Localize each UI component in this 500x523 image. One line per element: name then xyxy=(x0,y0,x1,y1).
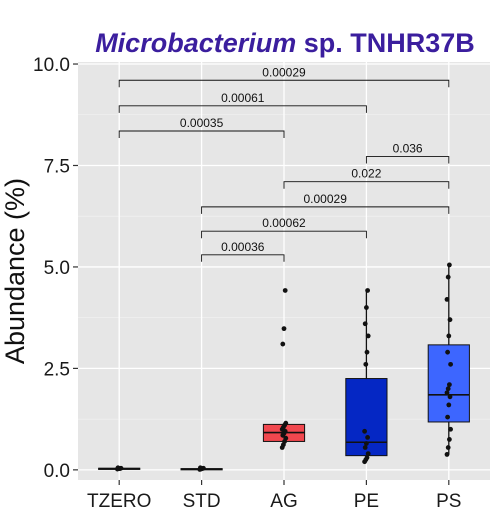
p-value-label: 0.00061 xyxy=(221,91,265,105)
boxplot-pe xyxy=(345,288,388,465)
data-point xyxy=(444,452,450,457)
chart-title-italic: Microbacterium xyxy=(95,28,296,58)
bracket-line xyxy=(118,79,450,88)
x-tick-label: PS xyxy=(436,491,461,512)
bracket-line xyxy=(118,130,285,138)
comparison-brackets: 0.000290.000610.000350.0360.0220.000290.… xyxy=(118,65,450,262)
data-point xyxy=(445,414,450,420)
data-point xyxy=(445,445,451,450)
p-value-label: 0.00062 xyxy=(262,216,306,230)
data-point xyxy=(282,288,288,293)
comparison-bracket: 0.00035 xyxy=(118,116,285,138)
data-point xyxy=(365,288,370,293)
y-tick-label: 2.5 xyxy=(44,359,70,380)
p-value-label: 0.00029 xyxy=(304,192,348,206)
data-point xyxy=(445,274,451,280)
data-point xyxy=(280,341,286,347)
data-point xyxy=(115,465,121,471)
data-point xyxy=(447,437,452,442)
data-point xyxy=(364,305,369,310)
x-tick-label: PE xyxy=(354,491,379,512)
data-point xyxy=(362,321,368,327)
boxplots xyxy=(98,262,470,472)
y-axis: 0.0 2.5 5.0 7.5 10.0 xyxy=(33,55,78,482)
comparison-bracket: 0.00029 xyxy=(118,65,450,88)
data-point xyxy=(365,333,371,339)
data-point xyxy=(445,386,451,392)
x-tick-label: TZERO xyxy=(87,491,151,512)
comparison-bracket: 0.00036 xyxy=(201,240,285,262)
y-tick-label: 10.0 xyxy=(33,55,70,76)
boxplot-ag xyxy=(262,288,306,450)
data-point xyxy=(364,349,370,355)
bracket-line xyxy=(365,156,450,164)
data-point xyxy=(446,333,452,339)
comparison-bracket: 0.00061 xyxy=(118,91,367,113)
y-tick-label: 5.0 xyxy=(44,258,70,279)
comparison-bracket: 0.00062 xyxy=(201,216,367,239)
x-axis: TZERO STD AG PE PS xyxy=(87,480,461,512)
data-point xyxy=(447,262,452,268)
y-tick-label: 7.5 xyxy=(44,156,70,177)
bracket-line xyxy=(201,230,367,239)
boxplot-std xyxy=(180,465,223,472)
p-value-label: 0.036 xyxy=(393,142,423,156)
bracket-line xyxy=(118,105,367,113)
p-value-label: 0.00036 xyxy=(221,240,265,254)
data-point xyxy=(281,326,287,332)
data-point xyxy=(444,297,450,302)
chart-title: Microbacterium sp. TNHR37B xyxy=(95,28,475,58)
data-point xyxy=(283,420,289,426)
data-point xyxy=(447,394,453,400)
p-value-label: 0.022 xyxy=(351,167,381,181)
data-point xyxy=(446,402,452,408)
data-point xyxy=(447,317,453,323)
data-point xyxy=(198,465,203,471)
x-tick-label: STD xyxy=(183,491,221,512)
bracket-line xyxy=(283,181,450,189)
chart-title-rest: sp. TNHR37B xyxy=(296,28,475,58)
data-point xyxy=(362,428,367,434)
data-point xyxy=(445,349,450,355)
data-point xyxy=(363,361,369,367)
bracket-line xyxy=(201,254,285,262)
data-point xyxy=(447,382,452,388)
boxplot-tzero xyxy=(98,465,141,472)
data-point xyxy=(283,435,289,441)
data-point xyxy=(364,455,370,461)
data-point xyxy=(365,451,371,457)
p-value-label: 0.00029 xyxy=(262,65,306,79)
comparison-bracket: 0.022 xyxy=(283,167,450,189)
data-point xyxy=(365,434,370,440)
y-tick-label: 0.0 xyxy=(44,461,70,482)
data-point xyxy=(448,361,453,367)
data-point xyxy=(364,441,369,446)
data-point xyxy=(444,390,450,396)
data-point xyxy=(362,445,368,450)
comparison-bracket: 0.036 xyxy=(365,142,450,164)
data-point xyxy=(448,426,453,432)
y-axis-label: Abundance (%) xyxy=(0,178,30,364)
p-value-label: 0.00035 xyxy=(180,116,224,130)
comparison-bracket: 0.00029 xyxy=(201,192,450,214)
boxplot-ps xyxy=(427,262,470,457)
x-tick-label: AG xyxy=(270,491,297,512)
bracket-line xyxy=(201,206,450,214)
